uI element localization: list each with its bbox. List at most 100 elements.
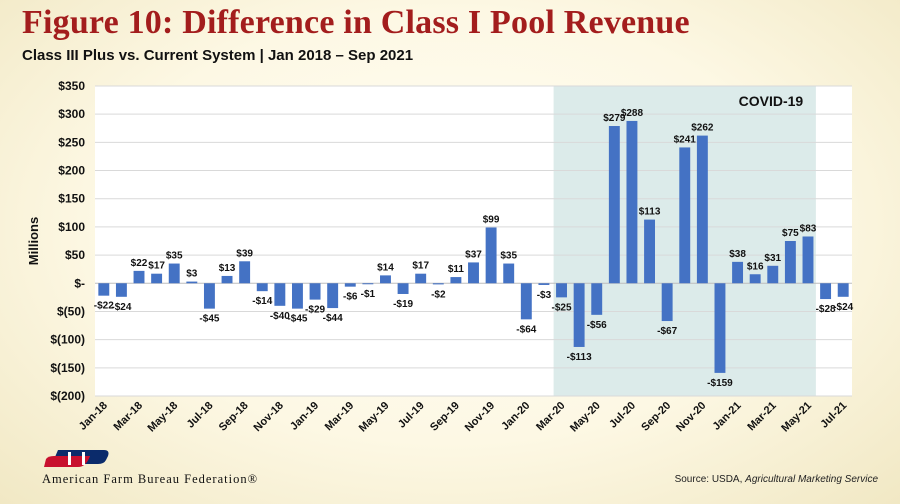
- bar: [98, 283, 110, 296]
- x-tick-label: Jan-19: [288, 400, 321, 433]
- data-label: -$44: [323, 313, 343, 324]
- data-label: -$64: [516, 324, 536, 335]
- organization-name: American Farm Bureau Federation®: [42, 472, 259, 486]
- data-label: -$67: [657, 326, 677, 337]
- bar: [432, 283, 444, 285]
- x-tick-label: May-20: [568, 400, 603, 435]
- bars: [98, 120, 849, 373]
- source-prefix: Source: USDA,: [674, 474, 746, 485]
- y-tick-label: $(100): [50, 333, 85, 347]
- data-label: -$2: [431, 289, 446, 300]
- bar: [749, 274, 761, 284]
- bar: [520, 283, 532, 320]
- bar: [626, 120, 638, 284]
- x-tick-label: Mar-19: [323, 400, 357, 434]
- y-tick-label: $200: [58, 164, 85, 178]
- bar: [309, 283, 321, 300]
- bar: [344, 283, 356, 287]
- bar: [556, 283, 567, 298]
- data-label: $22: [131, 258, 148, 269]
- bar: [538, 283, 550, 285]
- bar: [608, 126, 620, 284]
- data-label: -$56: [587, 320, 607, 331]
- bar: [820, 283, 832, 300]
- bar: [291, 283, 303, 309]
- y-axis-ticks: $350 $300 $250 $200 $150 $100 $50 $- $(50) $(100)…: [50, 79, 85, 403]
- bar: [186, 281, 198, 284]
- data-labels: -$22-$24$22 $17$35$3-$45$13$39-$14-$40-$4…: [94, 108, 854, 389]
- bar: [503, 263, 515, 284]
- data-label: $3: [186, 269, 198, 280]
- y-tick-label: $300: [58, 107, 85, 121]
- bar: [274, 283, 286, 306]
- data-label: -$1: [361, 289, 376, 300]
- chart-svg: $350 $300 $250 $200 $150 $100 $50 $- $(50) $(100)…: [26, 79, 854, 435]
- x-tick-label: Nov-18: [252, 400, 286, 434]
- data-label: $288: [621, 108, 644, 119]
- data-label: -$159: [707, 378, 733, 389]
- data-label: $35: [166, 251, 183, 262]
- data-label: $17: [148, 261, 165, 272]
- data-label: $14: [377, 262, 394, 273]
- bar: [151, 273, 163, 284]
- data-label: -$45: [287, 314, 307, 325]
- bar: [450, 277, 462, 284]
- x-tick-label: Jan-18: [77, 400, 110, 433]
- data-label: -$113: [567, 352, 592, 363]
- y-tick-label: $(50): [57, 304, 85, 318]
- x-tick-label: Sep-19: [428, 400, 462, 434]
- bar: [256, 283, 268, 292]
- bar: [732, 261, 744, 284]
- bar: [415, 273, 427, 284]
- x-axis-ticks: Jan-18 Mar-18 May-18 Jul-18 Sep-18 Nov-18 Jan-…: [77, 400, 850, 435]
- bar: [168, 263, 180, 284]
- x-tick-label: Mar-20: [534, 400, 568, 434]
- data-label: $39: [236, 248, 253, 259]
- data-label: -$24: [111, 302, 131, 313]
- y-tick-label: $100: [58, 220, 85, 234]
- figure-subtitle: Class III Plus vs. Current System | Jan …: [22, 47, 414, 64]
- data-label: $13: [219, 263, 236, 274]
- bar: [397, 283, 409, 294]
- data-label: $241: [674, 134, 697, 145]
- y-tick-label: $-: [74, 276, 85, 290]
- bar-chart: $350 $300 $250 $200 $150 $100 $50 $- $(50) $(100)…: [0, 70, 900, 446]
- bar: [696, 135, 708, 284]
- x-tick-label: Sep-18: [217, 400, 251, 434]
- bar: [221, 275, 233, 284]
- data-label: -$19: [393, 299, 413, 310]
- bar: [468, 262, 479, 284]
- covid-label: COVID-19: [739, 93, 804, 109]
- data-label: $31: [764, 253, 781, 264]
- fb-logo-icon: [44, 450, 109, 467]
- x-tick-label: Nov-19: [463, 400, 497, 434]
- data-label: $17: [412, 261, 429, 272]
- bar: [784, 241, 796, 284]
- data-label: -$25: [552, 302, 572, 313]
- x-tick-label: Jul-18: [185, 400, 216, 431]
- bar: [203, 283, 215, 309]
- bar: [327, 283, 339, 309]
- bar: [239, 261, 251, 284]
- data-label: -$3: [537, 290, 552, 301]
- data-label: -$22: [94, 301, 114, 312]
- x-tick-label: Mar-18: [112, 400, 146, 434]
- x-tick-label: May-21: [779, 400, 814, 435]
- x-tick-label: Mar-21: [745, 400, 779, 434]
- data-label: $279: [603, 113, 626, 124]
- data-label: $83: [800, 223, 817, 234]
- data-label: -$6: [343, 292, 358, 303]
- bar: [591, 283, 603, 315]
- x-tick-label: May-19: [357, 400, 392, 435]
- data-label: $113: [639, 207, 661, 218]
- bar: [380, 275, 391, 284]
- bar: [573, 283, 585, 347]
- data-label: -$45: [199, 314, 219, 325]
- data-label: $75: [782, 228, 799, 239]
- x-tick-label: Jul-21: [818, 400, 849, 431]
- bar: [133, 270, 145, 284]
- x-tick-label: Jan-20: [499, 400, 532, 433]
- bar: [115, 283, 127, 297]
- x-tick-label: Jul-19: [396, 400, 427, 431]
- y-tick-label: $150: [58, 192, 85, 206]
